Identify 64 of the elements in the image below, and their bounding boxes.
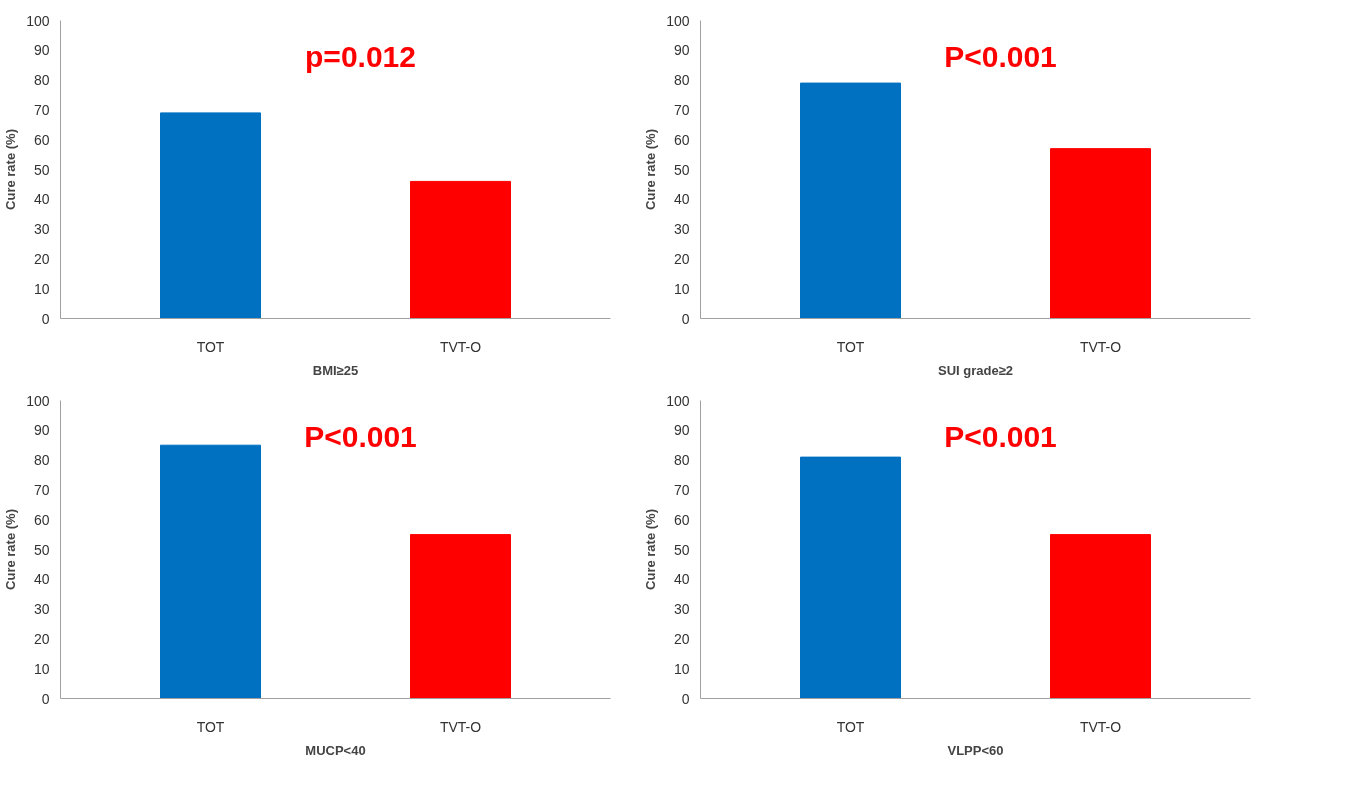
y-tick-label: 90 (673, 42, 690, 59)
x-axis-title: MUCP<40 (305, 742, 366, 758)
x-axis-title: BMI≥25 (312, 362, 359, 378)
x-tick-label: TVT-O (1079, 338, 1122, 355)
y-tick-label: 0 (681, 310, 690, 327)
annotation: P<0.001 (944, 39, 1057, 73)
y-tick-label: 100 (26, 12, 50, 29)
x-tick-label: TVT-O (1079, 718, 1122, 735)
y-tick-label: 10 (673, 660, 690, 677)
y-tick-label: 70 (33, 481, 50, 498)
y-tick-label: 100 (26, 392, 50, 409)
x-axis-title: SUI grade≥2 (937, 362, 1014, 378)
x-tick-label: TOT (836, 338, 865, 355)
y-tick-label: 60 (673, 131, 690, 148)
y-tick-label: 50 (33, 541, 50, 558)
y-tick-label: 60 (33, 131, 50, 148)
y-axis-title: Cure rate (%) (643, 509, 659, 590)
y-tick-label: 20 (33, 630, 50, 647)
y-tick-label: 40 (673, 571, 690, 588)
y-axis-title: Cure rate (%) (643, 129, 659, 210)
y-tick-label: 80 (33, 452, 50, 469)
y-tick-label: 100 (666, 392, 690, 409)
y-tick-label: 10 (33, 660, 50, 677)
annotation: P<0.001 (944, 419, 1057, 453)
y-tick-label: 10 (673, 280, 690, 297)
x-tick-label: TOT (196, 718, 225, 735)
y-tick-label: 90 (33, 422, 50, 439)
y-tick-label: 50 (33, 161, 50, 178)
y-tick-label: 60 (33, 511, 50, 528)
y-tick-label: 0 (41, 690, 50, 707)
y-tick-label: 90 (33, 42, 50, 59)
y-tick-label: 20 (673, 630, 690, 647)
y-tick-label: 80 (673, 72, 690, 89)
y-tick-label: 100 (666, 12, 690, 29)
y-tick-label: 50 (673, 541, 690, 558)
y-tick-label: 70 (673, 101, 690, 118)
y-tick-label: 0 (681, 690, 690, 707)
y-tick-label: 0 (41, 310, 50, 327)
y-tick-label: 30 (673, 221, 690, 238)
x-tick-label: TVT-O (439, 338, 482, 355)
y-axis-title: Cure rate (%) (3, 509, 19, 590)
y-tick-label: 50 (673, 161, 690, 178)
x-axis-title: VLPP<60 (947, 742, 1004, 758)
y-tick-label: 30 (33, 221, 50, 238)
y-tick-label: 10 (33, 280, 50, 297)
x-tick-label: TVT-O (439, 718, 482, 735)
annotation: p=0.012 (305, 39, 416, 73)
y-tick-label: 70 (673, 481, 690, 498)
y-tick-label: 20 (33, 250, 50, 267)
y-tick-label: 40 (33, 191, 50, 208)
x-tick-label: TOT (836, 718, 865, 735)
y-tick-label: 30 (673, 601, 690, 618)
y-tick-label: 40 (673, 191, 690, 208)
y-tick-label: 80 (33, 72, 50, 89)
y-axis-title: Cure rate (%) (3, 129, 19, 210)
y-tick-label: 20 (673, 250, 690, 267)
x-tick-label: TOT (196, 338, 225, 355)
annotation: P<0.001 (304, 419, 417, 453)
y-tick-label: 90 (673, 422, 690, 439)
y-tick-label: 60 (673, 511, 690, 528)
y-tick-label: 80 (673, 452, 690, 469)
y-tick-label: 30 (33, 601, 50, 618)
y-tick-label: 70 (33, 101, 50, 118)
y-tick-label: 40 (33, 571, 50, 588)
